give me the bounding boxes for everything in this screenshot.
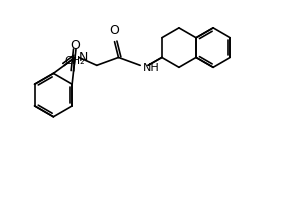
Text: NH: NH [143,63,160,73]
Text: CH₂: CH₂ [65,56,85,66]
Text: N: N [79,51,88,64]
Text: O: O [70,39,80,52]
Text: O: O [110,24,119,37]
